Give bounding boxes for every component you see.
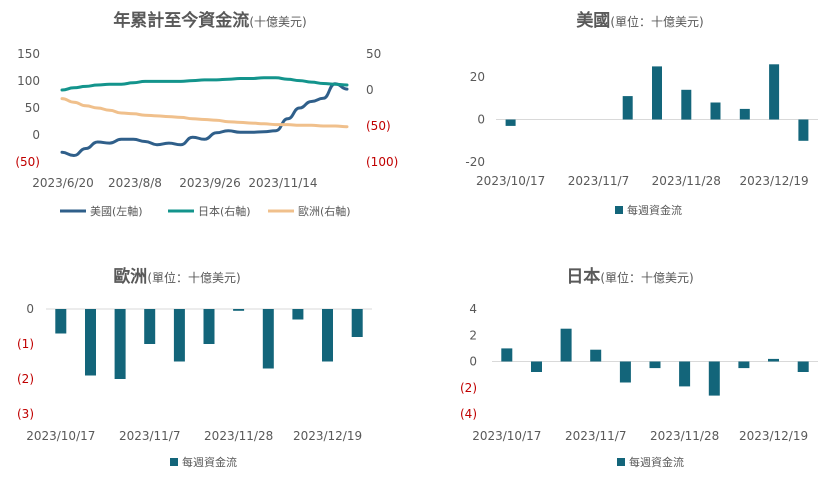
left-axis-tick: 100 xyxy=(17,74,40,88)
legend-swatch xyxy=(170,458,178,466)
right-axis-tick: 0 xyxy=(366,83,374,97)
us-weekly-title-main: 美國 xyxy=(576,10,610,31)
bar xyxy=(531,361,542,372)
bar xyxy=(739,108,750,120)
x-axis-tick: 2023/11/28 xyxy=(204,429,273,443)
bar xyxy=(769,64,780,120)
legend-label: 每週資金流 xyxy=(627,203,682,217)
x-axis-tick: 2023/11/28 xyxy=(650,429,719,443)
bar xyxy=(322,309,333,362)
bar xyxy=(144,309,156,344)
ytd-flow-chart: 150 100 50 0 (50) 50 0 (50) (100) 2023/6/20 2023/8… xyxy=(15,47,398,218)
bar xyxy=(622,96,633,120)
ytd-flow-title-unit: (十億美元) xyxy=(249,15,306,29)
y-axis-tick: (2) xyxy=(460,381,477,395)
bar xyxy=(797,361,809,372)
bar xyxy=(85,309,96,376)
x-axis-tick: 2023/12/19 xyxy=(739,429,808,443)
y-axis-tick: (3) xyxy=(17,407,34,421)
ytd-flow-title: 年累計至今資金流(十億美元) xyxy=(113,10,306,31)
y-axis-tick: 20 xyxy=(470,70,485,84)
bar xyxy=(173,309,185,362)
legend-swatch xyxy=(615,206,623,214)
legend-label: 美國(左軸) xyxy=(90,204,143,218)
y-axis-tick: 2 xyxy=(469,328,477,342)
bar xyxy=(649,361,661,369)
x-axis-tick: 2023/10/17 xyxy=(476,174,545,188)
x-axis-tick: 2023/11/7 xyxy=(565,429,627,443)
legend-label: 日本(右軸) xyxy=(198,204,251,218)
left-axis-tick: 150 xyxy=(17,47,40,61)
bar xyxy=(679,361,691,387)
bar xyxy=(505,119,516,126)
bar xyxy=(233,309,245,311)
bar xyxy=(114,309,126,379)
us-weekly-title: 美國(單位：十億美元) xyxy=(576,10,703,31)
bar xyxy=(292,309,304,320)
x-axis-tick: 2023/11/7 xyxy=(119,429,181,443)
japan-weekly-title-unit: (單位：十億美元) xyxy=(600,270,693,285)
legend-label: 歐洲(右軸) xyxy=(298,204,351,218)
right-axis-tick: (50) xyxy=(366,119,391,133)
bar xyxy=(708,361,720,396)
x-axis-tick: 2023/11/14 xyxy=(248,176,317,190)
y-axis-tick: 4 xyxy=(469,302,477,316)
y-axis-tick: (4) xyxy=(460,407,477,421)
ytd-flow-title-main: 年累計至今資金流 xyxy=(113,10,249,31)
bar xyxy=(768,358,779,362)
legend-label: 每週資金流 xyxy=(629,455,684,469)
bar xyxy=(710,102,721,120)
y-axis-tick: 0 xyxy=(477,113,485,127)
europe-weekly-title: 歐洲(單位：十億美元) xyxy=(113,266,240,287)
x-axis-tick: 2023/12/19 xyxy=(740,174,809,188)
y-axis-tick: (1) xyxy=(17,337,34,351)
y-axis-tick: 0 xyxy=(26,302,34,316)
left-axis-tick: 50 xyxy=(25,101,40,115)
bar xyxy=(681,89,692,120)
series-line-0 xyxy=(60,82,349,158)
y-axis-tick: -20 xyxy=(465,155,485,169)
bar xyxy=(738,361,750,369)
bar xyxy=(560,328,572,362)
us-weekly-chart: 20 0 -20 2023/10/17 2023/11/7 2023/11/28 2023/… xyxy=(465,64,818,217)
x-axis-tick: 2023/11/7 xyxy=(568,174,630,188)
japan-weekly-title: 日本(單位：十億美元) xyxy=(566,266,693,287)
us-weekly-title-unit: (單位：十億美元) xyxy=(610,14,703,29)
x-axis-tick: 2023/8/8 xyxy=(108,176,162,190)
bar xyxy=(203,309,215,344)
right-axis-tick: 50 xyxy=(366,47,381,61)
x-axis-tick: 2023/10/17 xyxy=(472,429,541,443)
right-axis-tick: (100) xyxy=(366,155,398,169)
series-line-1 xyxy=(60,76,349,92)
europe-weekly-title-unit: (單位：十億美元) xyxy=(147,270,240,285)
europe-weekly-title-main: 歐洲 xyxy=(113,266,147,287)
x-axis-tick: 2023/9/26 xyxy=(179,176,241,190)
y-axis-tick: (2) xyxy=(17,372,34,386)
bar xyxy=(501,348,513,362)
legend-swatch xyxy=(617,458,625,466)
bar xyxy=(590,349,602,362)
japan-weekly-chart: 4 2 0 (2) (4) 2023/10/17 2023/11/7 2023/11/28 20… xyxy=(460,302,818,469)
bar xyxy=(798,119,809,141)
x-axis-tick: 2023/11/28 xyxy=(652,174,721,188)
left-axis-tick: (50) xyxy=(15,155,40,169)
x-axis-tick: 2023/10/17 xyxy=(26,429,95,443)
y-axis-tick: 0 xyxy=(469,355,477,369)
bar xyxy=(652,66,662,120)
legend-label: 每週資金流 xyxy=(182,455,237,469)
x-axis-tick: 2023/6/20 xyxy=(32,176,94,190)
bar xyxy=(619,361,631,383)
left-axis-tick: 0 xyxy=(32,128,40,142)
series-line-2 xyxy=(60,97,349,129)
bar xyxy=(55,309,67,334)
bar xyxy=(262,309,274,369)
bar xyxy=(351,309,363,337)
x-axis-tick: 2023/12/19 xyxy=(293,429,362,443)
europe-weekly-chart: 0 (1) (2) (3) 2023/10/17 2023/11/7 2023/11/28 2… xyxy=(17,302,372,469)
japan-weekly-title-main: 日本 xyxy=(566,266,600,287)
